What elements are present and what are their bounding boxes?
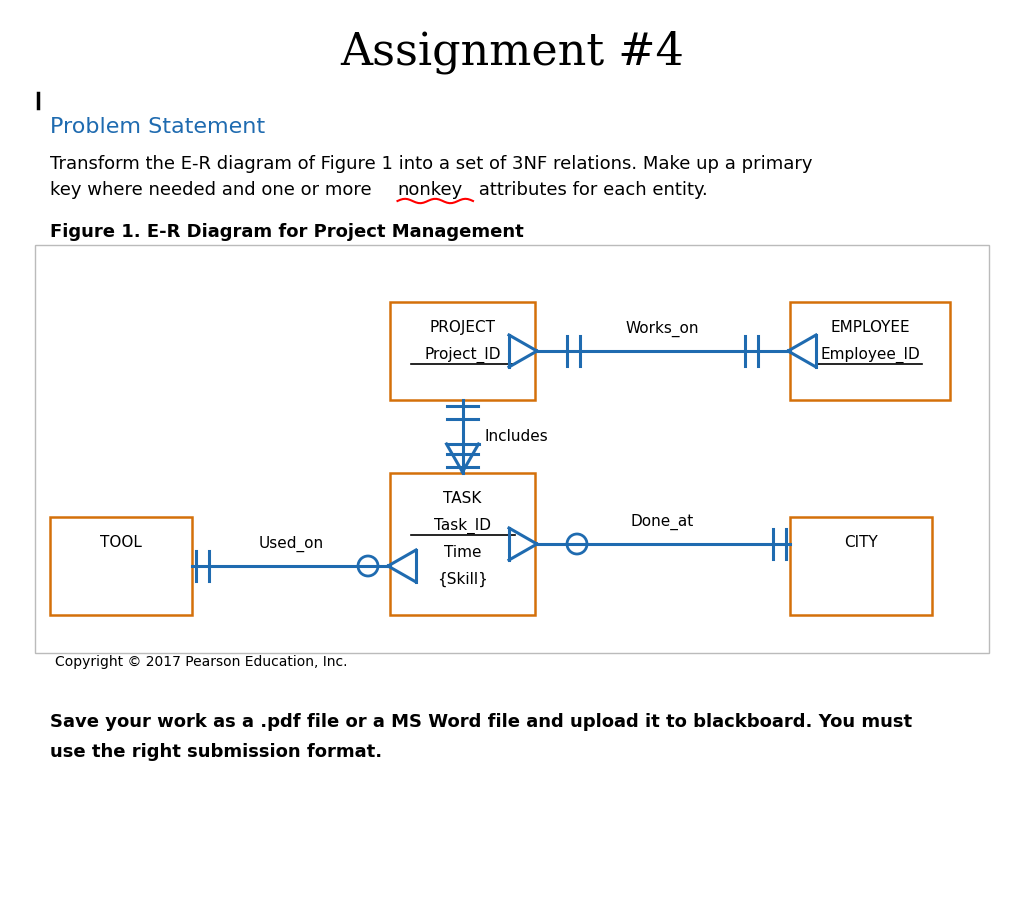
Text: EMPLOYEE: EMPLOYEE <box>830 320 909 335</box>
FancyBboxPatch shape <box>790 302 950 400</box>
FancyBboxPatch shape <box>790 517 932 615</box>
FancyBboxPatch shape <box>35 245 989 653</box>
Text: Time: Time <box>443 545 481 560</box>
FancyBboxPatch shape <box>50 517 193 615</box>
Text: Project_ID: Project_ID <box>424 347 501 363</box>
Text: TOOL: TOOL <box>100 535 142 550</box>
Text: TASK: TASK <box>443 491 481 506</box>
Text: PROJECT: PROJECT <box>429 320 496 335</box>
FancyBboxPatch shape <box>390 302 535 400</box>
Text: Done_at: Done_at <box>631 514 694 530</box>
Text: Used_on: Used_on <box>258 536 324 552</box>
Text: attributes for each entity.: attributes for each entity. <box>473 181 708 199</box>
Text: Copyright © 2017 Pearson Education, Inc.: Copyright © 2017 Pearson Education, Inc. <box>55 655 347 669</box>
Text: Problem Statement: Problem Statement <box>50 117 265 137</box>
Text: Employee_ID: Employee_ID <box>820 347 920 363</box>
Text: key where needed and one or more: key where needed and one or more <box>50 181 378 199</box>
Text: Transform the E-R diagram of Figure 1 into a set of 3NF relations. Make up a pri: Transform the E-R diagram of Figure 1 in… <box>50 155 812 173</box>
Text: Works_on: Works_on <box>626 320 699 337</box>
Text: Assignment #4: Assignment #4 <box>340 30 684 73</box>
Text: CITY: CITY <box>844 535 878 550</box>
FancyBboxPatch shape <box>390 473 535 615</box>
Text: Includes: Includes <box>484 429 548 444</box>
Text: nonkey: nonkey <box>397 181 463 199</box>
Text: Save your work as a .pdf file or a MS Word file and upload it to blackboard. You: Save your work as a .pdf file or a MS Wo… <box>50 713 912 731</box>
Text: {Skill}: {Skill} <box>437 572 488 587</box>
Text: use the right submission format.: use the right submission format. <box>50 743 382 761</box>
Text: Task_ID: Task_ID <box>434 518 490 534</box>
Text: Figure 1. E-R Diagram for Project Management: Figure 1. E-R Diagram for Project Manage… <box>50 223 523 241</box>
